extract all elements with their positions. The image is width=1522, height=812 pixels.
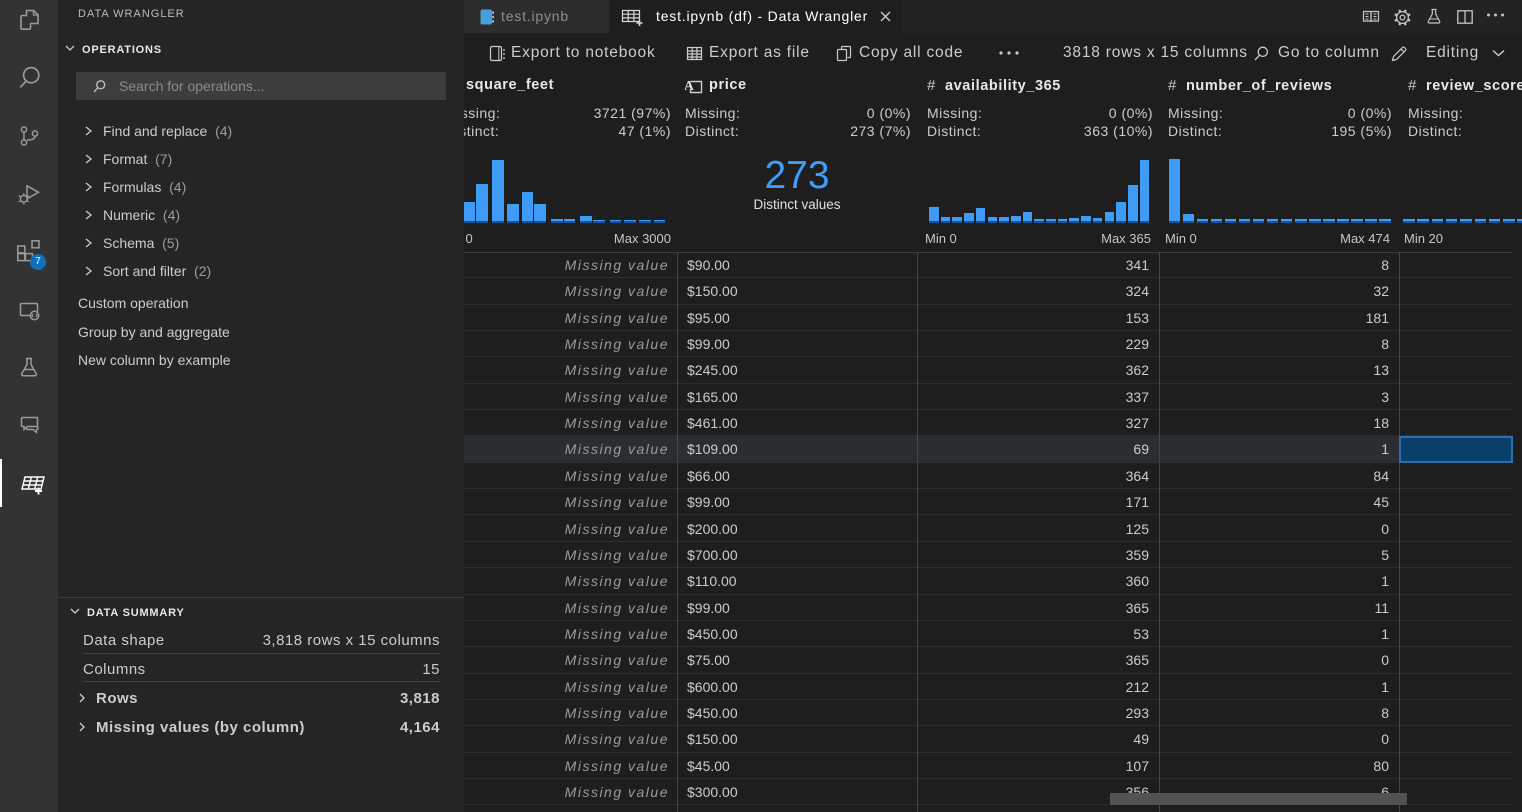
svg-text:A: A (685, 78, 694, 93)
